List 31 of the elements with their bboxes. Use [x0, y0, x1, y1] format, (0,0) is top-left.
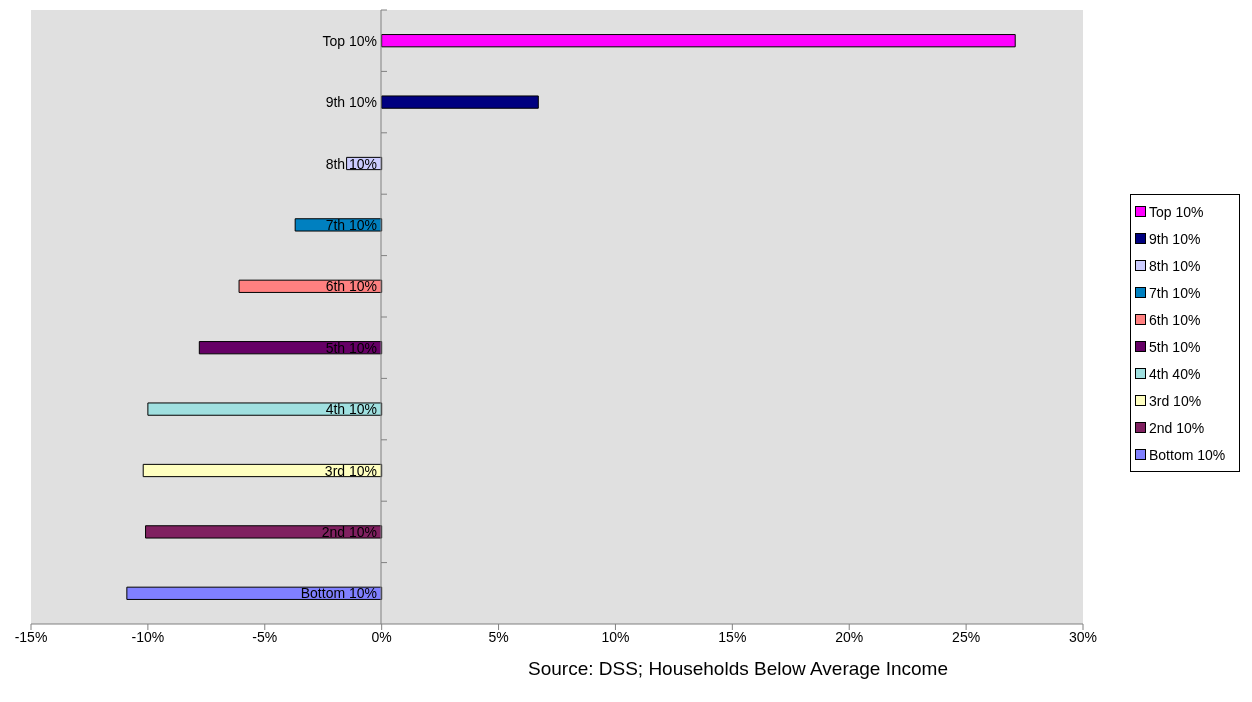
- x-tick-label: -5%: [252, 628, 278, 645]
- x-tick-label: -10%: [131, 628, 165, 645]
- legend-label: Top 10%: [1148, 202, 1205, 222]
- y-tick-label: 8th 10%: [325, 155, 377, 172]
- y-tick-label: 6th 10%: [325, 278, 377, 295]
- legend-label: 2nd 10%: [1148, 418, 1206, 438]
- x-tick-label: 20%: [835, 628, 864, 645]
- x-tick-label: 25%: [952, 628, 981, 645]
- source-note: Source: DSS; Households Below Average Income: [528, 658, 949, 680]
- y-tick-label: 5th 10%: [325, 339, 377, 356]
- y-tick-label: 7th 10%: [325, 216, 377, 233]
- legend-label: Bottom 10%: [1148, 445, 1227, 465]
- y-tick-label: 4th 10%: [325, 401, 377, 418]
- x-tick-label: 0%: [371, 628, 392, 645]
- y-tick-label: 2nd 10%: [321, 523, 377, 540]
- legend-label: 6th 10%: [1148, 310, 1202, 330]
- legend-label: 4th 40%: [1148, 364, 1202, 384]
- legend-label: 3rd 10%: [1148, 391, 1203, 411]
- x-tick-label: 5%: [488, 628, 509, 645]
- x-tick-label: 10%: [601, 628, 630, 645]
- legend-label: 9th 10%: [1148, 229, 1202, 249]
- y-tick-label: Bottom 10%: [300, 585, 377, 602]
- x-tick-label: -15%: [14, 628, 48, 645]
- legend-label: 5th 10%: [1148, 337, 1202, 357]
- x-tick-label: 15%: [718, 628, 747, 645]
- y-tick-label: Top 10%: [322, 32, 377, 49]
- y-tick-label: 3rd 10%: [324, 462, 377, 479]
- legend-label: 7th 10%: [1148, 283, 1202, 303]
- y-tick-label: 9th 10%: [325, 94, 377, 111]
- legend-label: 8th 10%: [1148, 256, 1202, 276]
- x-tick-label: 30%: [1068, 628, 1098, 645]
